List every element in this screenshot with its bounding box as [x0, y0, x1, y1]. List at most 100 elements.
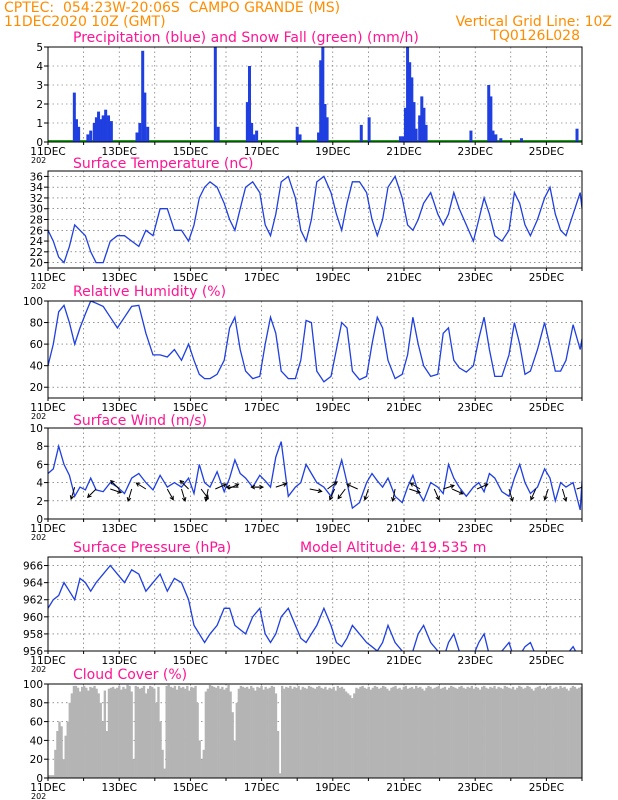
cloud-cover-bar	[324, 686, 327, 778]
cloud-cover-bar	[336, 685, 340, 778]
cloud-cover-bar	[130, 691, 133, 778]
cloud-cover-bar	[441, 687, 445, 778]
cloud-cover-bar	[534, 687, 537, 778]
cloud-cover-bar	[553, 687, 556, 778]
temperature-panel-y-tick-label: 28	[30, 215, 43, 227]
cloud-cover-bar	[58, 721, 61, 778]
cloud-cover-bar	[254, 690, 257, 778]
cloud-cover-bar	[167, 684, 170, 778]
cloud-cover-panel-x-tick-label: 25DEC	[529, 782, 564, 794]
cloud-cover-bar	[245, 686, 249, 778]
cloud-cover-bar	[542, 687, 546, 778]
precip-bar	[401, 136, 405, 142]
temperature-panel-x-tick-label: 19DEC	[315, 272, 350, 284]
wind-panel-x-tick-label: 19DEC	[315, 523, 350, 535]
pressure-panel-y-tick-label: 956	[23, 646, 43, 658]
precip-bar	[406, 47, 410, 142]
wind-panel-x-tick-label: 25DEC	[529, 523, 564, 535]
wind-panel-x-tick-label: 15DEC	[173, 523, 208, 535]
cloud-cover-bar	[344, 691, 348, 778]
cloud-cover-bar	[50, 775, 53, 778]
wind-direction-arrow	[530, 488, 537, 501]
precip-bar	[141, 50, 145, 142]
cloud-cover-bar	[419, 686, 422, 778]
cloud-cover-bar	[303, 687, 307, 778]
pressure-panel-x-tick-label: 21DEC	[386, 655, 421, 667]
wind-panel-y-tick-label: 2	[36, 496, 43, 508]
cloud-cover-bar	[429, 686, 432, 778]
humidity-panel-y-tick-label: 100	[23, 296, 43, 308]
pressure-panel: 956 958 960 962 964 966 11DEC 13DEC 15DEC 17DEC 19…	[23, 540, 583, 674]
cloud-cover-bar	[561, 687, 564, 778]
cloud-cover-bar	[338, 687, 342, 778]
precip-bar	[74, 119, 78, 142]
cloud-cover-bar	[342, 688, 346, 778]
cloud-cover-bar	[54, 749, 57, 778]
precipitation-panel-frame	[47, 46, 583, 143]
humidity-panel-x-tick-label: 17DEC	[244, 402, 279, 414]
precipitation-panel-x-tick-label: 11DEC	[30, 146, 65, 158]
cloud-cover-bar	[252, 687, 255, 778]
precip-bar	[321, 47, 325, 142]
humidity-panel-y-tick-label: 40	[30, 361, 43, 373]
cloud-cover-bar	[247, 688, 251, 778]
humidity-panel-y-tick-label: 20	[30, 382, 43, 394]
pressure-panel-x-tick-label: 11DEC	[30, 655, 65, 667]
cloud-cover-bar	[579, 686, 582, 778]
cloud-cover-bar	[305, 688, 309, 778]
temperature-panel-y-tick-label: 32	[30, 193, 43, 205]
cloud-cover-bar	[126, 684, 129, 778]
cloud-cover-bar	[210, 685, 214, 778]
cloud-cover-bar	[400, 689, 403, 778]
precip-bar	[97, 111, 101, 142]
precip-bar	[319, 60, 323, 142]
cloud-cover-bar	[346, 693, 350, 778]
wind-panel-y-tick-label: 10	[30, 423, 43, 435]
cloud-cover-bar	[78, 691, 82, 778]
precip-bar	[252, 134, 256, 142]
precip-bar	[398, 136, 402, 142]
precip-bar	[143, 92, 147, 142]
header-model-id: TQ0126L028	[490, 28, 580, 44]
cloud-cover-bar	[301, 686, 304, 778]
cloud-cover-bar	[192, 687, 195, 778]
cloud-cover-panel-y-tick-label: 0	[36, 773, 43, 785]
humidity-panel-year-label: 202	[31, 412, 46, 421]
pressure-panel-series-line	[48, 564, 582, 651]
humidity-panel-x-tick-label: 15DEC	[173, 402, 208, 414]
cloud-cover-bar	[227, 684, 230, 778]
cloud-cover-bar	[495, 688, 498, 778]
precip-bar	[489, 96, 493, 142]
cloud-cover-bar	[95, 688, 98, 778]
precipitation-panel-x-tick-label: 17DEC	[244, 146, 279, 158]
temperature-panel-x-tick-label: 21DEC	[386, 272, 421, 284]
cloud-cover-bar	[231, 712, 234, 778]
cloud-cover-bar	[113, 688, 117, 778]
temperature-panel-y-tick-label: 24	[30, 236, 44, 248]
pressure-panel-annotation: Model Altitude: 419.535 m	[300, 540, 486, 556]
precip-bar	[77, 126, 81, 142]
cloud-cover-bar	[276, 731, 280, 778]
cloud-cover-bar	[175, 689, 179, 778]
cloud-cover-bar	[555, 686, 558, 778]
cloud-cover-bar	[287, 687, 290, 778]
wind-direction-arrow	[225, 484, 239, 490]
precip-bar	[86, 134, 90, 142]
wind-direction-arrow	[204, 488, 209, 503]
humidity-panel-x-tick-label: 13DEC	[101, 402, 136, 414]
cloud-cover-bar	[456, 688, 459, 778]
cloud-cover-bar	[68, 702, 71, 778]
cloud-cover-bar	[295, 687, 298, 778]
cloud-cover-bar	[470, 685, 474, 778]
wind-panel-x-tick-label: 21DEC	[386, 523, 421, 535]
cloud-cover-bar	[476, 687, 480, 778]
cloud-cover-bar	[256, 686, 259, 778]
cloud-cover-bar	[223, 689, 226, 778]
pressure-panel-x-tick-label: 25DEC	[529, 655, 564, 667]
cloud-cover-bar	[116, 687, 119, 778]
cloud-cover-bar	[149, 685, 152, 778]
cloud-cover-bar	[293, 686, 296, 778]
cloud-cover-bar	[136, 686, 140, 778]
precip-bar	[575, 128, 579, 142]
cloud-cover-bar	[202, 749, 205, 778]
